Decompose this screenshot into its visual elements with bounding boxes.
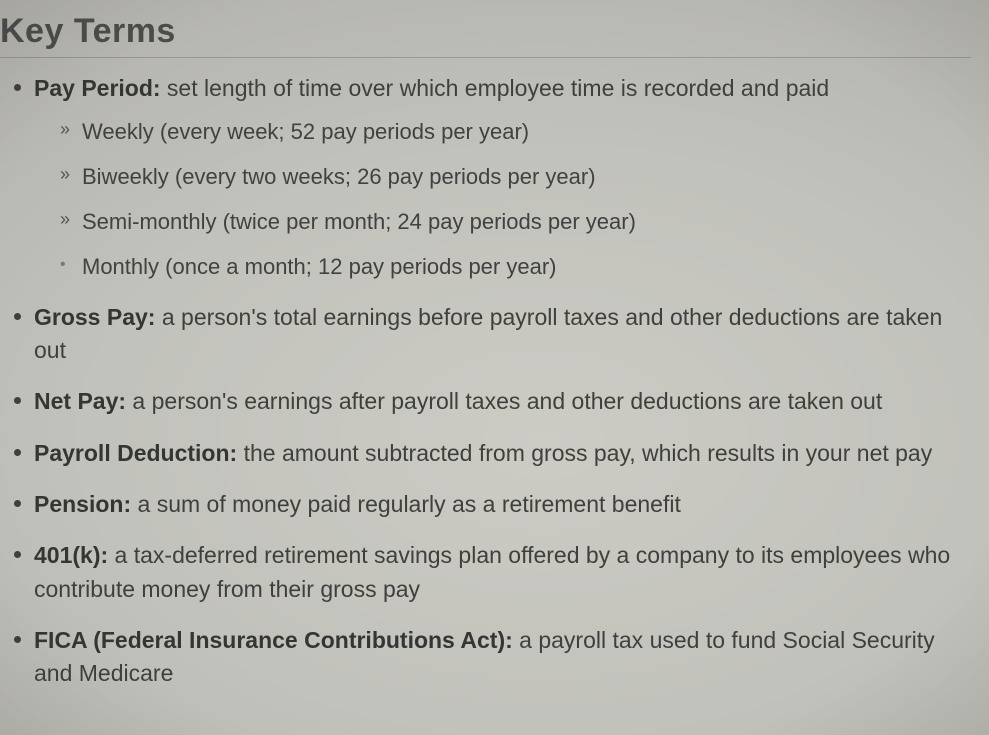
term-definition: the amount subtracted from gross pay, wh…	[237, 440, 932, 466]
term-definition: a person's earnings after payroll taxes …	[126, 388, 882, 414]
term-item-gross-pay: Gross Pay: a person's total earnings bef…	[6, 301, 971, 368]
term-item-401k: 401(k): a tax-deferred retirement saving…	[6, 539, 971, 606]
sub-item-weekly: Weekly (every week; 52 pay periods per y…	[56, 117, 971, 148]
term-label: Net Pay:	[34, 388, 126, 414]
term-definition: a sum of money paid regularly as a retir…	[131, 491, 681, 517]
term-definition: a tax-deferred retirement savings plan o…	[34, 542, 950, 601]
page-heading: Key Terms	[0, 12, 971, 51]
term-item-pension: Pension: a sum of money paid regularly a…	[6, 488, 971, 521]
term-label: Pay Period:	[34, 75, 161, 101]
term-label: Payroll Deduction:	[34, 440, 237, 466]
heading-divider	[0, 57, 971, 58]
sub-item-biweekly: Biweekly (every two weeks; 26 pay period…	[56, 162, 971, 193]
term-label: Gross Pay:	[34, 304, 155, 330]
term-item-fica: FICA (Federal Insurance Contributions Ac…	[6, 624, 971, 691]
sub-item-semimonthly: Semi-monthly (twice per month; 24 pay pe…	[56, 207, 971, 238]
term-item-payroll-deduction: Payroll Deduction: the amount subtracted…	[6, 437, 971, 470]
term-label: 401(k):	[34, 542, 108, 568]
pay-period-sublist: Weekly (every week; 52 pay periods per y…	[34, 117, 971, 282]
term-definition: a person's total earnings before payroll…	[34, 304, 942, 363]
term-item-pay-period: Pay Period: set length of time over whic…	[6, 72, 971, 283]
term-label: FICA (Federal Insurance Contributions Ac…	[34, 627, 513, 653]
term-item-net-pay: Net Pay: a person's earnings after payro…	[6, 385, 971, 418]
term-definition: set length of time over which employee t…	[161, 75, 830, 101]
sub-item-monthly: Monthly (once a month; 12 pay periods pe…	[56, 252, 971, 283]
term-label: Pension:	[34, 491, 131, 517]
document-page: Key Terms Pay Period: set length of time…	[0, 0, 989, 729]
terms-list: Pay Period: set length of time over whic…	[0, 72, 971, 691]
